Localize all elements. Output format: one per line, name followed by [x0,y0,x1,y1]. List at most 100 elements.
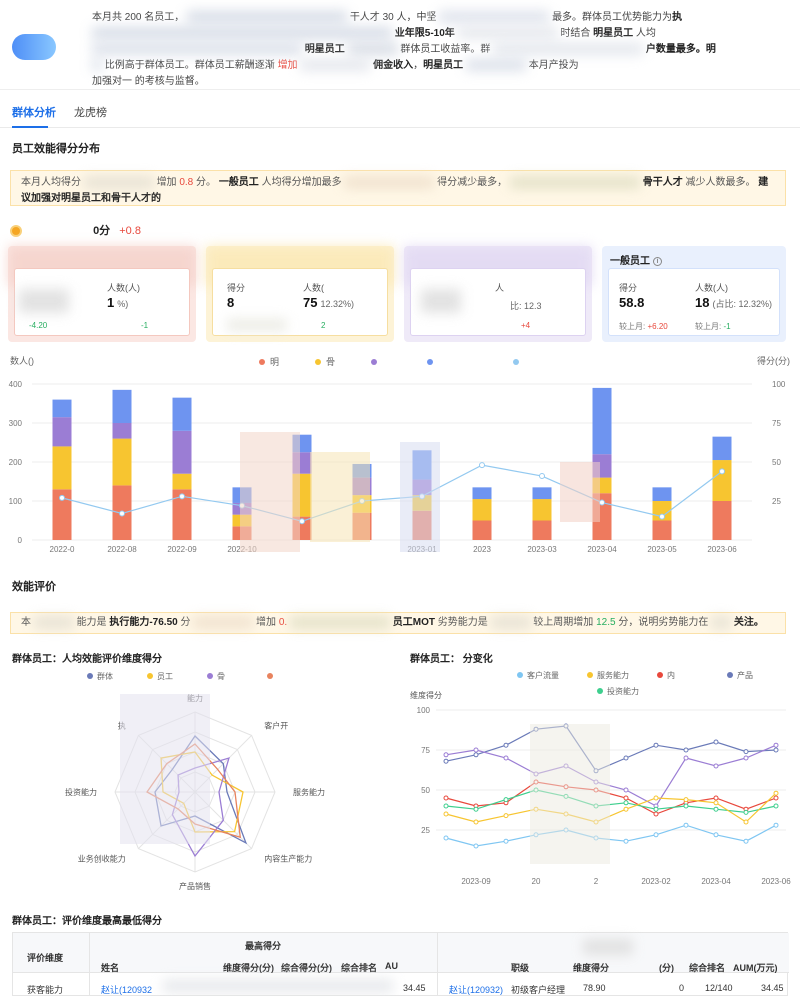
legend-label-1: 骨 [326,357,335,367]
radar-legend-2: 骨 [217,672,225,681]
line-point-5-9 [713,832,719,838]
line-point-3-0 [443,803,449,809]
left-tick: 200 [9,458,23,467]
th-aum: AU [385,961,398,971]
line-point-1-6 [623,787,629,793]
line-point-2-11 [773,795,779,801]
eval-notice: 本 能力是 执行能力-76.50 分 增加 0. 员工MOT 劣势能力是 较上周… [10,612,786,634]
medal-icon [10,225,22,238]
legend-dot-2 [371,359,377,365]
line-series-1 [445,744,777,807]
right-axis-label: 得分(分) [757,355,790,366]
row-min-name-link[interactable]: 赵让(120932) [449,985,504,995]
line-point-5-2 [503,838,509,844]
card-general-employee[interactable]: 一般员工 i 得分 58.8 人数(人) 18 (占比: 12.32%) 较上月: … [602,246,786,342]
bar-0-2 [172,489,192,540]
summary-logo-icon [12,34,56,60]
bar-2-2 [172,430,192,474]
mosaic-patch-2 [400,442,440,552]
left-tick: 300 [9,419,23,428]
line-point-2-7 [653,811,659,817]
line-point-0-9 [713,739,719,745]
score-point-0 [59,494,65,501]
line-point-5-8 [683,822,689,828]
line-point-3-7 [653,806,659,812]
line-legend-dot-3 [727,672,733,678]
x-tick-7: 2023 [473,545,491,554]
th-name: 姓名 [101,963,120,973]
line-point-3-6 [623,800,629,806]
radar-axis-label-6: 投资能力 [65,787,97,797]
line-point-1-2 [503,755,509,761]
radar-axis-label-1: 客户开 [264,721,288,731]
line-point-5-1 [473,843,479,849]
score-line [61,464,723,522]
bar-0-8 [532,520,552,540]
line-point-5-7 [653,832,659,838]
score-point-7 [479,462,485,469]
row-min-aum: 34.45 [761,983,784,993]
line-point-1-9 [713,763,719,769]
line-point-0-11 [773,747,779,753]
bar-0-7 [472,520,492,540]
bar-3-8 [532,487,552,500]
line-point-5-6 [623,838,629,844]
th-rank-min: 综合排名 [689,963,726,973]
max-min-score-table: 评价维度 最高得分 姓名 维度得分(分) 综合得分(分) 综合排名 AU 职级 … [12,932,789,996]
legend-label-0: 明 [270,357,279,367]
radar-title: 群体员工：人均效能评价维度得分 [12,654,162,665]
row-max-name-link[interactable]: 赵让(120932 [101,985,153,995]
line-point-4-6 [623,806,629,812]
legend-dot-3 [427,359,433,365]
row-min-total: 0 [679,983,685,993]
radar-mosaic [120,694,210,844]
line-y-tick: 75 [421,746,430,755]
line-legend-dot-2 [657,672,663,678]
x-tick-0: 2022-0 [50,545,75,554]
line-x-tick-0: 2023-09 [461,877,491,886]
info-icon[interactable]: i [653,256,662,266]
score-point-11 [719,468,725,475]
card1-score-change: -4.20 [29,321,48,330]
summary-text: 本月共 200 名员工， 干人才 30 人，中坚 最多。群体员工优势能力为执 业… [92,11,716,87]
tab-bar: 群体分析 龙虎榜 [0,96,800,128]
line-x-tick-5: 2023-06 [761,877,791,886]
line-point-0-8 [683,747,689,753]
tab-group-analysis[interactable]: 群体分析 [12,107,56,119]
line-point-4-2 [503,813,509,819]
line-x-tick-1: 20 [532,877,541,886]
card-backbone-talent[interactable]: 得分 8 人数( 75 12.32%) 2 [206,246,394,342]
card-core-employee[interactable]: 人 比: 12.3 +4 [404,246,592,342]
right-tick: 50 [772,458,781,467]
line-point-0-10 [743,749,749,755]
bar-3-9 [592,387,612,455]
line-point-0-0 [443,758,449,764]
th-dimension: 评价维度 [27,953,64,963]
x-tick-1: 2022-08 [107,545,137,554]
line-legend-dot-4 [597,688,603,694]
line-point-0-7 [653,742,659,748]
bar-3-10 [652,487,672,501]
bar-3-11 [712,436,732,461]
line-point-3-9 [713,806,719,812]
line-point-4-1 [473,819,479,825]
card-star-employee[interactable]: 人数(人) 1%) -4.20 -1 [8,246,196,342]
score-point-1 [119,510,125,517]
distribution-section-title: 员工效能得分分布 [12,143,100,155]
legend-dot-0 [259,359,265,365]
left-tick: 0 [18,536,23,545]
th-max-score: 最高得分 [245,941,282,951]
line-point-3-1 [473,806,479,812]
card2-score: 8 [227,295,235,310]
bar-1-0 [52,446,72,490]
eval-section-title: 效能评价 [12,581,56,593]
tab-leaderboard[interactable]: 龙虎榜 [74,107,107,119]
right-tick: 25 [772,497,781,506]
line-legend-4: 投资能力 [607,686,639,696]
th-total-score: 综合得分(分) [281,963,332,973]
line-point-0-6 [623,755,629,761]
bar-1-7 [472,499,492,521]
th-aum-min: AUM(万元) [733,963,778,973]
card4-score-label: 得分 [619,283,638,293]
